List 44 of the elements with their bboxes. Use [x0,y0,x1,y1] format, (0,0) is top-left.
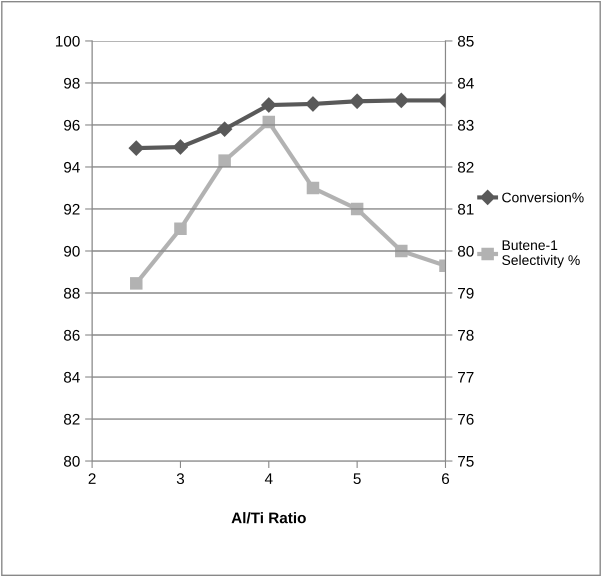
point [217,122,232,137]
y2-tick-label: 76 [458,414,474,425]
y-tick-label: 86 [64,330,80,341]
y2-tick-label: 82 [458,162,474,173]
x-tick-label: 4 [264,473,273,484]
y2-tick-label: 81 [458,204,474,215]
y-tick-label: 84 [64,372,80,383]
y2-tick-label: 77 [458,372,474,383]
y-tick-label: 92 [64,204,80,215]
point [130,277,143,290]
y-tick-label: 82 [64,414,80,425]
legend-label: Conversion% [502,192,584,202]
x-tick-label: 5 [354,473,361,484]
y-tick-label: 88 [64,288,80,299]
y-tick-label: 96 [64,120,80,131]
y2-tick-label: 84 [458,78,474,89]
point [395,244,408,258]
x-axis-title: Al/Ti Ratio [232,512,306,524]
x-tick-label: 6 [442,473,450,484]
y-tick-label: 100 [56,36,80,47]
y-tick-label: 80 [64,456,80,467]
point [350,202,364,216]
point [306,182,320,194]
y2-tick-label: 78 [458,330,474,341]
y2-tick-label: 75 [458,456,474,467]
point [261,97,276,113]
x-tick-label: 2 [88,473,96,484]
point [350,94,365,109]
point [394,92,409,108]
legend-label: Butene-1 Selectivity % [502,240,580,268]
x-tick-label: 3 [176,473,184,484]
y2-tick-label: 79 [458,288,474,299]
point [262,116,276,128]
y2-tick-label: 80 [458,246,474,257]
point [128,140,144,156]
point [218,154,231,167]
point [172,139,188,155]
y-tick-label: 94 [64,162,80,173]
point [174,222,187,235]
point [305,96,321,112]
y2-tick-label: 83 [458,120,474,131]
y-tick-label: 98 [64,78,80,89]
y2-tick-label: 85 [458,36,474,47]
y-tick-label: 90 [64,246,80,257]
